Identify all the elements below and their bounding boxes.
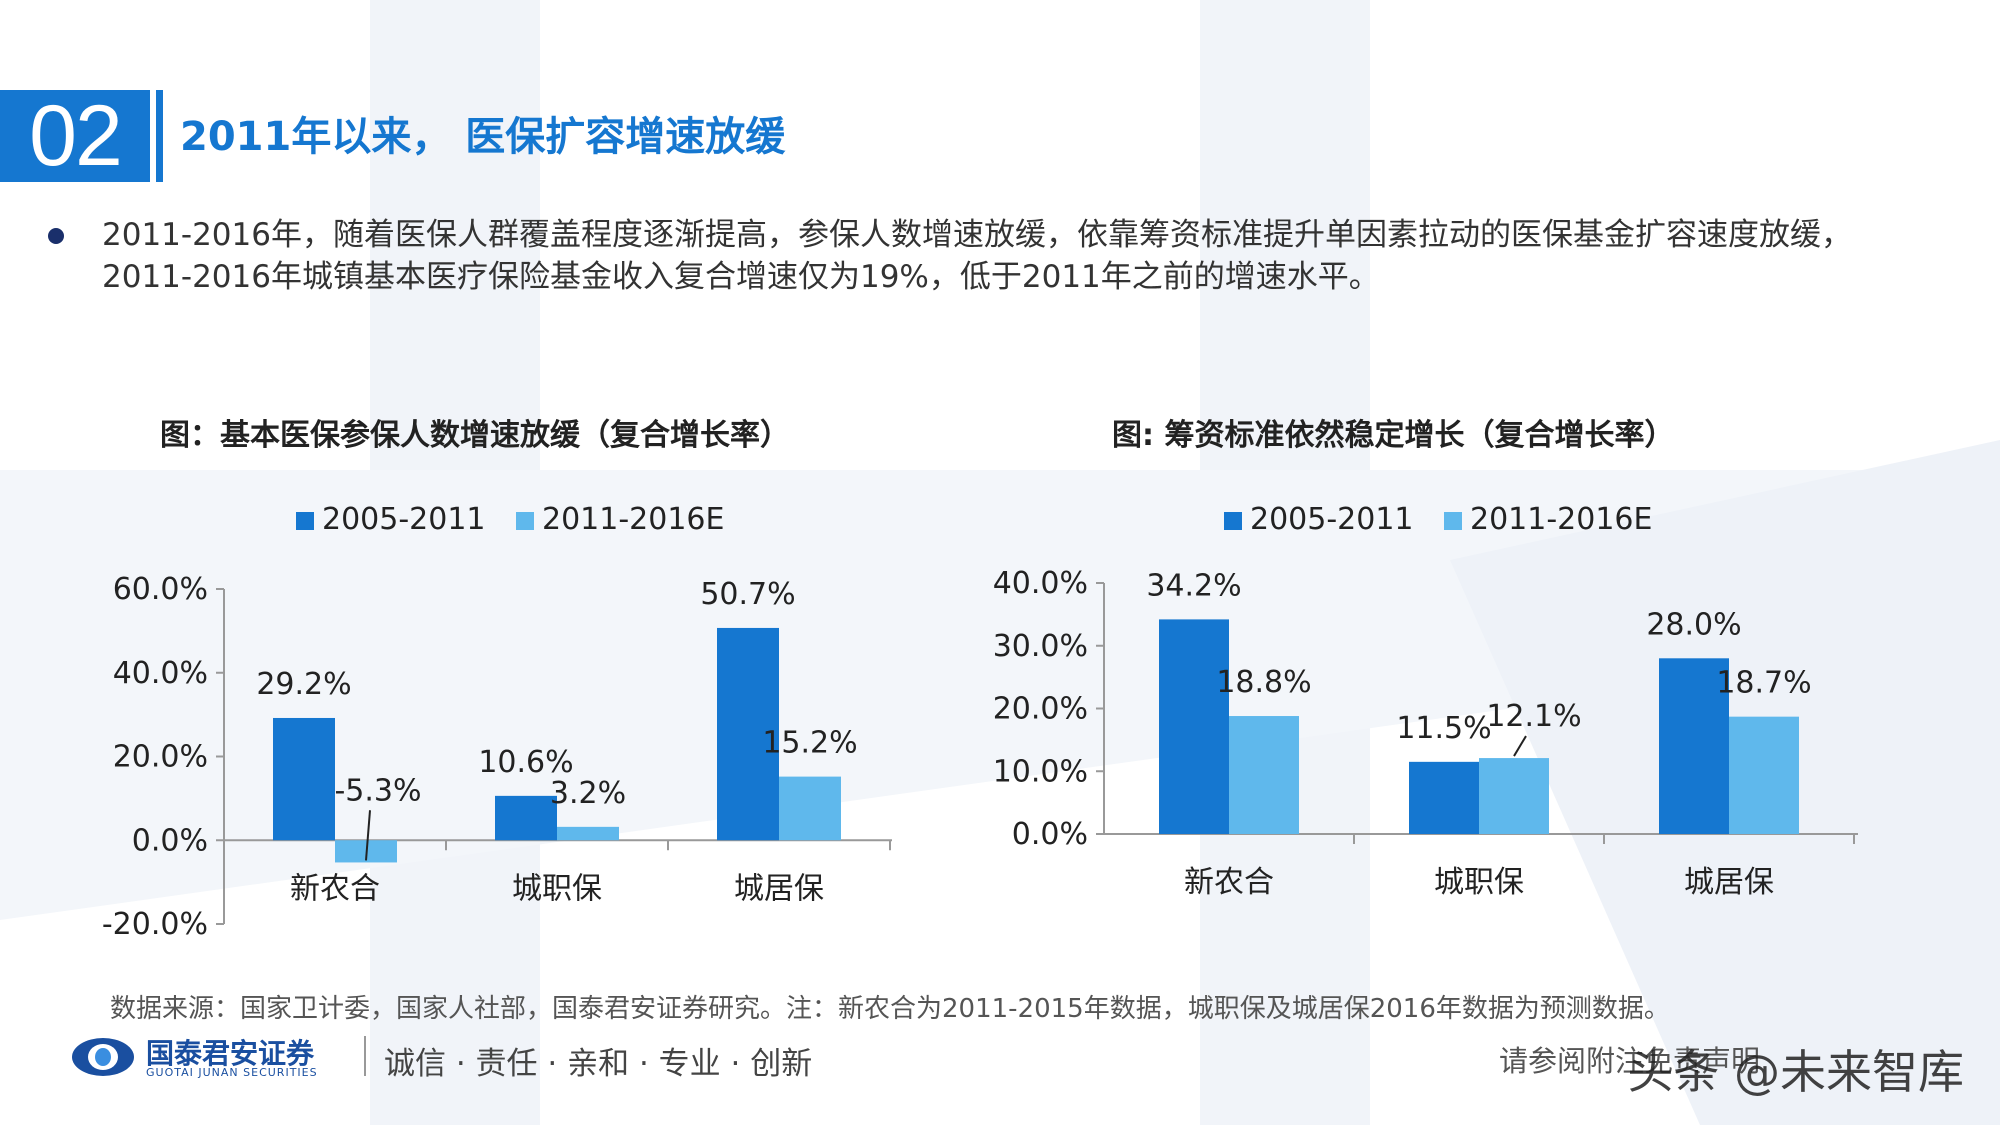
legend-label-0: 2005-2011 [1250, 502, 1414, 537]
label-leader-line [1513, 735, 1527, 757]
y-tick-label: 60.0% [113, 572, 208, 607]
y-tick-label: 10.0% [993, 754, 1088, 789]
data-label: 15.2% [762, 726, 857, 761]
data-label: 34.2% [1146, 568, 1241, 603]
y-tick-label: 0.0% [132, 823, 208, 858]
chart-2-svg: 2005-2011 2011-2016E 40.0% 30.0% 20.0% 10.0% 0… [993, 502, 1858, 900]
x-tick-label: 城职保 [512, 871, 602, 906]
y-tick-label: 40.0% [113, 656, 208, 691]
section-title: 2011年以来， 医保扩容增速放缓 [180, 114, 786, 160]
y-tick-label: -20.0% [102, 907, 208, 942]
bar-b [1729, 716, 1799, 834]
y-tick-label: 20.0% [993, 692, 1088, 727]
legend-swatch-0 [1224, 512, 1242, 530]
watermark: 头条 @未来智库 [1627, 1045, 1964, 1099]
data-label: 11.5% [1396, 711, 1491, 746]
legend-swatch-1 [516, 512, 534, 530]
section-divider [156, 90, 163, 182]
data-label: 12.1% [1486, 699, 1581, 734]
data-label: -5.3% [334, 773, 421, 808]
chart-2-title: 图: 筹资标准依然稳定增长（复合增长率） [1112, 418, 1675, 453]
legend-label-0: 2005-2011 [322, 502, 486, 537]
data-label: 28.0% [1646, 607, 1741, 642]
bar-a [717, 627, 779, 841]
body-paragraph: 2011-2016年，随着医保人群覆盖程度逐渐提高，参保人数增速放缓，依靠筹资标… [102, 217, 1852, 295]
bar-b [1479, 758, 1549, 834]
y-tick-label: 0.0% [1012, 817, 1088, 852]
data-label: 10.6% [478, 745, 573, 780]
bar-a [495, 795, 557, 841]
y-tick-label: 40.0% [993, 566, 1088, 601]
legend-swatch-0 [296, 512, 314, 530]
data-label: 50.7% [700, 577, 795, 612]
bar-b [1229, 716, 1299, 834]
bar-a [1409, 761, 1479, 834]
bar-a [273, 717, 335, 841]
disclaimer-note: 请参阅附注免责声明 [1498, 1044, 1760, 1078]
legend-label-1: 2011-2016E [1470, 502, 1652, 537]
bar-b [779, 776, 841, 841]
data-label: 29.2% [256, 667, 351, 702]
x-tick-label: 新农合 [1184, 865, 1274, 900]
legend-label-1: 2011-2016E [542, 502, 724, 537]
data-label: 3.2% [550, 776, 626, 811]
bar-a [1659, 658, 1729, 834]
y-tick-label: 20.0% [113, 740, 208, 775]
bullet-dot [48, 228, 64, 244]
footer-divider [364, 1036, 366, 1076]
company-logo-icon [72, 1038, 134, 1076]
label-leader-line [365, 810, 371, 861]
company-name: 国泰君安证券 [146, 1037, 315, 1070]
data-source-note: 数据来源：国家卫计委，国家人社部，国泰君安证券研究。注：新农合为2011-201… [110, 994, 1670, 1024]
company-name-en: GUOTAI JUNAN SECURITIES [146, 1066, 318, 1079]
bar-a [1159, 619, 1229, 834]
company-slogan: 诚信 · 责任 · 亲和 · 专业 · 创新 [384, 1046, 813, 1082]
data-label: 18.8% [1216, 665, 1311, 700]
x-tick-label: 城居保 [734, 871, 824, 906]
y-tick-label: 30.0% [993, 629, 1088, 664]
x-tick-label: 城职保 [1434, 865, 1524, 900]
bar-b [557, 826, 619, 841]
chart-1-svg: 2005-2011 2011-2016E 60.0% 40.0% 20.0% 0.0% -2… [102, 502, 892, 942]
legend-swatch-1 [1444, 512, 1462, 530]
chart-1-title: 图：基本医保参保人数增速放缓（复合增长率） [160, 418, 790, 453]
section-number: 02 [0, 90, 150, 182]
data-label: 18.7% [1716, 666, 1811, 701]
x-tick-label: 城居保 [1684, 865, 1774, 900]
x-tick-label: 新农合 [290, 871, 380, 906]
